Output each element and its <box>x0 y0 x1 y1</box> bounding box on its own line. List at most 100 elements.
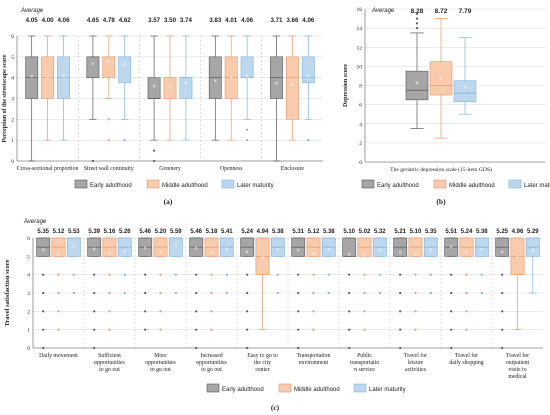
c-4-1-mean-marker: × <box>261 255 265 261</box>
c-3-1-outlier <box>210 273 213 276</box>
c-category-label: leisure <box>408 360 424 366</box>
a-4-1-mean-marker: × <box>291 83 295 89</box>
c-5-2-outlier <box>327 273 330 276</box>
b-box-2-box <box>453 80 477 103</box>
a-legend-label: Later maturity <box>237 183 274 189</box>
a-average-value: 3.74 <box>180 17 193 24</box>
c-3-1-outlier <box>210 328 213 331</box>
b-box-0-box <box>405 70 429 101</box>
a-average-value: 4.05 <box>26 17 39 24</box>
c-category-label: opportunities <box>196 360 227 366</box>
c-8-1-outlier <box>465 291 468 295</box>
c-5-1-outlier <box>312 291 315 295</box>
c-8-1-outlier <box>465 310 468 313</box>
c-6-0-outlier <box>348 273 351 276</box>
b-0-mean-marker: × <box>415 81 419 87</box>
1-ytick-label: 6 <box>359 103 362 109</box>
c-average-value: 5.02 <box>359 229 371 235</box>
a-box-1-2-box <box>118 56 132 84</box>
c-category-label: Easy to go to <box>247 353 278 359</box>
c-9-0-outlier <box>501 291 504 295</box>
c-2-0-mean-marker: × <box>143 246 147 252</box>
c-7-0-outlier <box>399 346 402 350</box>
c-7-1-outlier <box>414 310 417 313</box>
c-average-value: 5.10 <box>343 229 355 235</box>
c-2-1-outlier <box>159 273 162 276</box>
b-average-label: Average <box>371 8 395 14</box>
c-1-0-mean-marker: × <box>92 247 96 253</box>
a-3-2-mean-marker: × <box>245 74 249 80</box>
c-5-1-mean-marker: × <box>312 252 316 258</box>
c-3-0-outlier <box>195 291 198 295</box>
c-average-label: Average <box>23 219 47 225</box>
b-panel-label: (b) <box>436 197 446 206</box>
c-1-2-mean-marker: × <box>123 250 127 256</box>
c-1-1-outlier <box>108 310 111 313</box>
c-6-2-outlier <box>378 291 381 295</box>
c-average-value: 5.38 <box>476 229 488 235</box>
a-average-value: 3.50 <box>164 17 177 24</box>
a-1-0-outlier <box>91 159 94 163</box>
c-average-value: 5.18 <box>206 229 218 235</box>
c-0-2-mean-marker: × <box>72 245 76 251</box>
c-category-label: Sufficient <box>98 352 121 359</box>
c-7-2-mean-marker: × <box>429 248 433 254</box>
c-category-label: activities <box>405 367 427 373</box>
0-ytick-label: 2 <box>11 117 14 123</box>
c-5-0-outlier <box>297 310 300 313</box>
c-1-0-outlier <box>93 310 96 313</box>
c-average-value: 5.21 <box>394 229 406 235</box>
c-2-2-mean-marker: × <box>174 244 178 250</box>
a-average-value: 3.66 <box>286 17 299 24</box>
a-legend-label: Middle adulthood <box>162 183 208 189</box>
a-average-value: 4.06 <box>57 17 70 24</box>
a-2-0-outlier <box>152 149 156 152</box>
c-average-value: 5.46 <box>139 229 151 235</box>
a-average-value: 4.06 <box>241 17 254 24</box>
c-5-0-outlier <box>297 328 300 331</box>
a-1-1-outlier <box>107 139 110 142</box>
c-average-value: 5.12 <box>53 229 65 235</box>
b-2-mean-marker: × <box>463 86 467 92</box>
b-ylabel: Depression score <box>343 64 349 107</box>
c-5-0-outlier <box>297 273 300 276</box>
c-3-2-mean-marker: × <box>225 247 229 253</box>
c-6-0-outlier <box>348 328 351 331</box>
c-0-2-outlier <box>72 291 75 295</box>
1-ytick-label: 12 <box>357 45 363 51</box>
b-box-1-box <box>429 61 453 96</box>
a-average-value: 3.57 <box>148 17 161 24</box>
1-ytick-label: 8 <box>359 84 362 90</box>
a-category-label: Cross-sectional proportion <box>17 166 79 172</box>
c-average-value: 5.53 <box>68 229 80 235</box>
a-1-2-mean-marker: × <box>123 63 127 69</box>
c-8-0-outlier <box>450 310 453 313</box>
c-average-value: 5.38 <box>323 229 335 235</box>
c-8-1-outlier <box>465 328 468 331</box>
c-7-0-outlier <box>399 291 402 295</box>
panel-b: 0 2 4 6 8 10 12 14 16 Average 8.28 × 8.72 × 7.79 × The g… <box>343 7 550 206</box>
c-5-2-mean-marker: × <box>327 247 331 253</box>
2-ytick-label: 4 <box>27 273 30 279</box>
c-category-label: visits to <box>508 367 526 373</box>
c-4-2-mean-marker: × <box>276 247 280 253</box>
c-1-1-outlier <box>108 291 111 295</box>
c-7-1-mean-marker: × <box>414 253 418 259</box>
panel-a: 0 1 2 3 4 5 6 Average 4.05 × 4.00 × 4.06 × Cross-secti… <box>2 8 323 206</box>
b-1-mean-marker: × <box>439 77 443 83</box>
c-5-0-mean-marker: × <box>296 249 300 255</box>
c-2-1-outlier <box>159 291 162 295</box>
c-6-0-outlier <box>348 310 351 313</box>
a-box-4-1-box <box>285 56 299 120</box>
a-box-4-2-box <box>301 56 315 84</box>
0-ytick-label: 4 <box>11 76 14 82</box>
b-0-outlier <box>415 27 419 30</box>
1-ytick-label: 2 <box>359 141 362 147</box>
c-average-value: 5.31 <box>292 229 304 235</box>
c-7-1-outlier <box>414 291 417 295</box>
c-3-0-outlier <box>195 346 198 350</box>
c-legend-label: Middle adulthood <box>294 387 340 393</box>
c-5-0-outlier <box>297 346 300 350</box>
0-ytick-label: 0 <box>11 159 14 165</box>
